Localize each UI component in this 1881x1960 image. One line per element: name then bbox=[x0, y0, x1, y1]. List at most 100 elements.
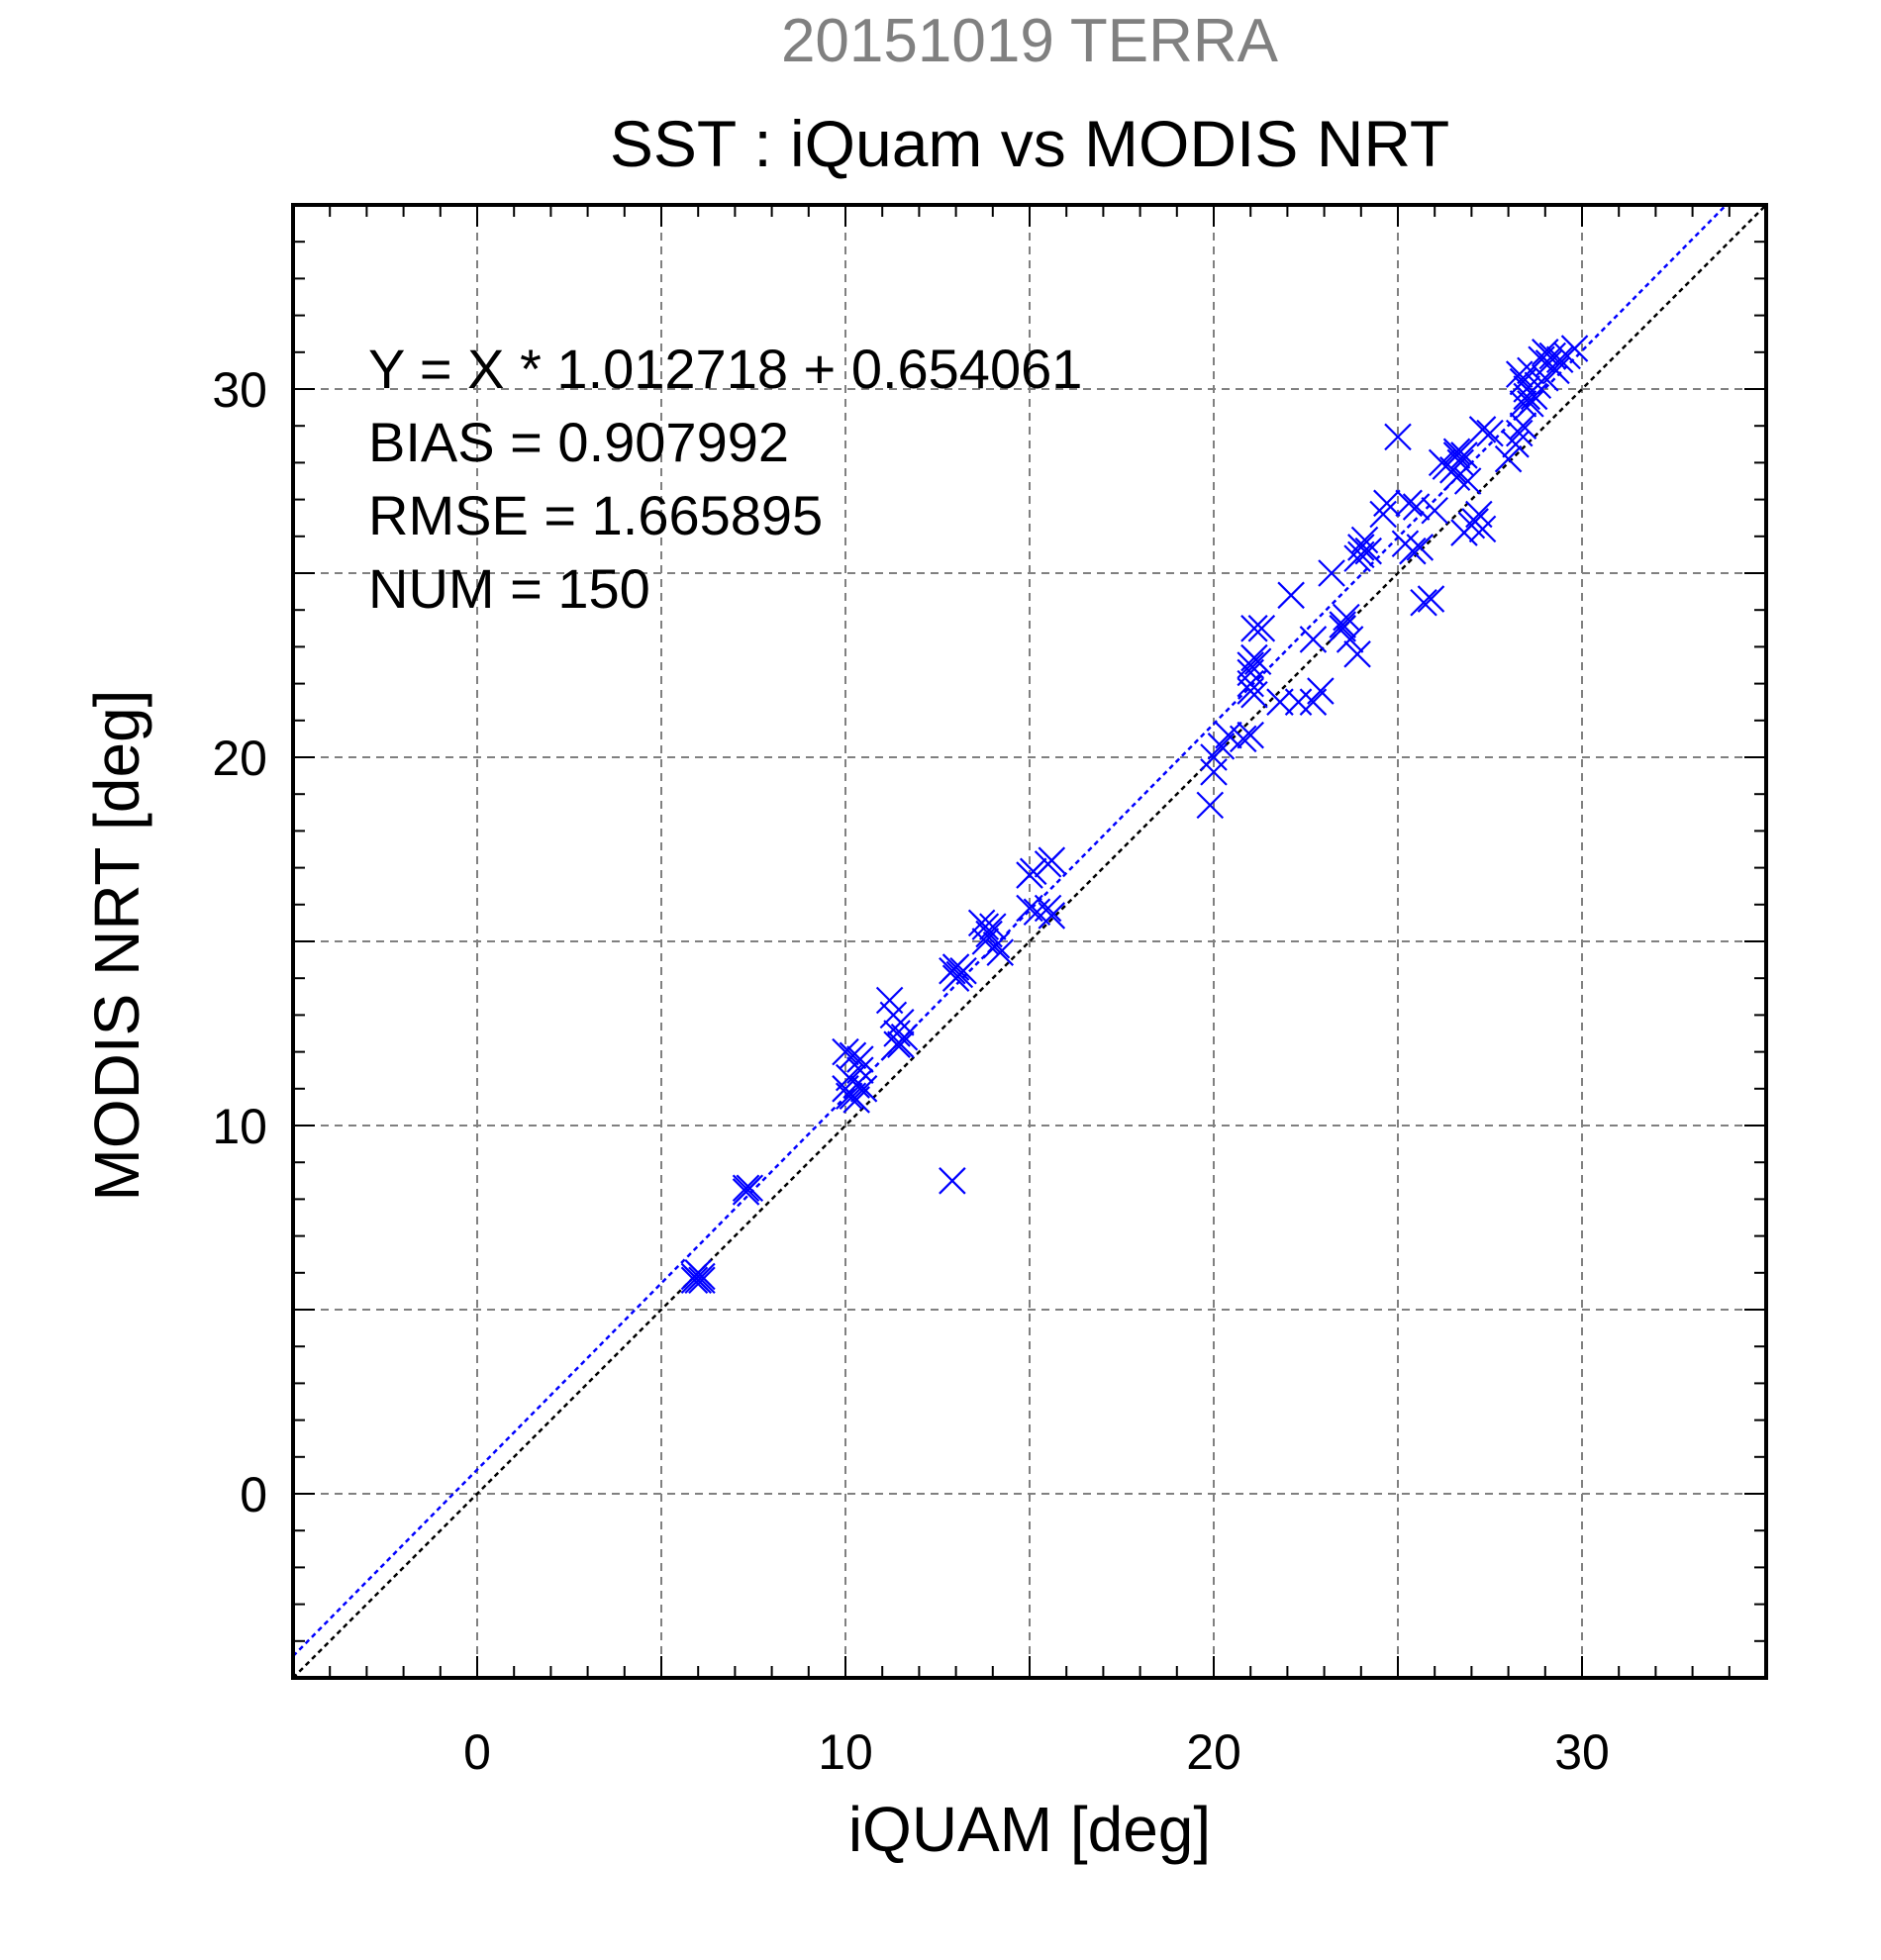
data-point bbox=[680, 1266, 709, 1295]
data-point bbox=[1237, 669, 1264, 698]
data-point bbox=[1402, 493, 1431, 521]
statistics-annotation: Y = X * 1.012718 + 0.654061 BIAS = 0.907… bbox=[368, 338, 1082, 620]
grid-lines bbox=[293, 205, 1766, 1678]
data-point bbox=[1019, 857, 1047, 886]
data-point bbox=[1421, 496, 1448, 525]
data-point bbox=[839, 1041, 867, 1070]
data-point bbox=[982, 931, 1011, 959]
y-tick-labels: 0 10 20 30 bbox=[212, 362, 267, 1522]
data-point bbox=[1502, 431, 1530, 458]
data-point bbox=[835, 1082, 863, 1111]
data-point bbox=[1450, 441, 1478, 469]
data-point bbox=[1307, 677, 1335, 705]
data-point bbox=[1284, 688, 1313, 716]
data-point bbox=[887, 1009, 915, 1036]
data-point bbox=[732, 1174, 760, 1203]
data-point bbox=[1369, 500, 1397, 529]
x-tick-label: 30 bbox=[1554, 1724, 1610, 1780]
x-tick-label: 20 bbox=[1186, 1724, 1241, 1780]
data-point bbox=[971, 928, 1000, 955]
data-point bbox=[1410, 588, 1437, 617]
data-point bbox=[1237, 721, 1264, 749]
data-point bbox=[1468, 416, 1497, 443]
data-point bbox=[1247, 615, 1276, 642]
data-point bbox=[1494, 444, 1523, 473]
data-point bbox=[883, 1030, 911, 1058]
data-point bbox=[1343, 640, 1371, 668]
data-point bbox=[883, 1020, 911, 1047]
reference-lines bbox=[292, 204, 1767, 1679]
data-point bbox=[1038, 902, 1066, 930]
x-axis-label: iQUAM [deg] bbox=[848, 1794, 1211, 1865]
x-tick-label: 0 bbox=[463, 1724, 491, 1780]
data-points bbox=[680, 335, 1589, 1295]
data-point bbox=[1532, 339, 1559, 366]
data-point bbox=[941, 953, 970, 981]
data-point bbox=[986, 938, 1015, 966]
data-point bbox=[1476, 419, 1504, 447]
data-point bbox=[832, 1075, 859, 1103]
chart-title-date: 20151019 TERRA bbox=[781, 7, 1279, 75]
data-point bbox=[1333, 603, 1360, 632]
data-point bbox=[1299, 626, 1328, 653]
data-point bbox=[1318, 559, 1345, 587]
data-point bbox=[939, 1167, 966, 1195]
data-point bbox=[1442, 463, 1471, 492]
data-point bbox=[1034, 894, 1062, 923]
rmse-value: RMSE = 1.665895 bbox=[368, 484, 823, 546]
data-point bbox=[1329, 611, 1356, 638]
data-point bbox=[1468, 515, 1497, 543]
data-point bbox=[1395, 489, 1423, 518]
data-point bbox=[1240, 615, 1268, 642]
data-point bbox=[1354, 537, 1383, 565]
y-tick-label: 10 bbox=[212, 1099, 267, 1154]
data-point bbox=[1038, 846, 1066, 874]
data-point bbox=[1532, 364, 1559, 392]
data-point bbox=[1277, 581, 1305, 610]
data-point bbox=[1453, 467, 1482, 495]
data-point bbox=[1196, 791, 1225, 820]
data-point bbox=[1545, 345, 1574, 374]
data-point bbox=[846, 1056, 874, 1084]
y-tick-label: 30 bbox=[212, 362, 267, 418]
data-point bbox=[1399, 537, 1427, 565]
plot-frame bbox=[291, 203, 1768, 1680]
data-point bbox=[1442, 438, 1471, 466]
regression-equation: Y = X * 1.012718 + 0.654061 bbox=[368, 338, 1082, 400]
y-tick-label: 0 bbox=[240, 1467, 267, 1522]
data-point bbox=[736, 1174, 764, 1203]
y-axis-label: MODIS NRT [deg] bbox=[81, 690, 152, 1202]
data-point bbox=[1237, 677, 1264, 705]
data-point bbox=[1505, 360, 1534, 388]
chart-title: SST : iQuam vs MODIS NRT bbox=[610, 107, 1449, 180]
bias-value: BIAS = 0.907992 bbox=[368, 411, 789, 473]
data-point bbox=[941, 964, 970, 992]
x-tick-label: 10 bbox=[818, 1724, 873, 1780]
data-point bbox=[1243, 647, 1272, 676]
sample-count: NUM = 150 bbox=[368, 557, 650, 620]
data-point bbox=[1347, 534, 1375, 561]
x-tick-labels: 0 10 20 30 bbox=[463, 1724, 1610, 1780]
data-point bbox=[846, 1045, 874, 1073]
data-point bbox=[688, 1266, 716, 1295]
data-point bbox=[1560, 335, 1589, 362]
data-point bbox=[887, 1030, 915, 1058]
data-point bbox=[971, 913, 1000, 940]
data-point bbox=[1505, 419, 1534, 447]
data-point bbox=[832, 1037, 859, 1066]
data-point bbox=[979, 913, 1007, 940]
data-point bbox=[1347, 540, 1375, 569]
data-point bbox=[1384, 423, 1412, 451]
data-point bbox=[1329, 615, 1356, 642]
data-point bbox=[1509, 412, 1537, 440]
data-point bbox=[1417, 585, 1445, 613]
data-point bbox=[1229, 725, 1257, 753]
y-tick-label: 20 bbox=[212, 731, 267, 786]
data-point bbox=[1200, 758, 1228, 786]
data-point bbox=[1442, 441, 1471, 469]
data-point bbox=[1406, 534, 1435, 561]
data-point bbox=[684, 1259, 712, 1287]
data-point bbox=[1373, 489, 1401, 518]
data-point bbox=[1520, 382, 1548, 411]
